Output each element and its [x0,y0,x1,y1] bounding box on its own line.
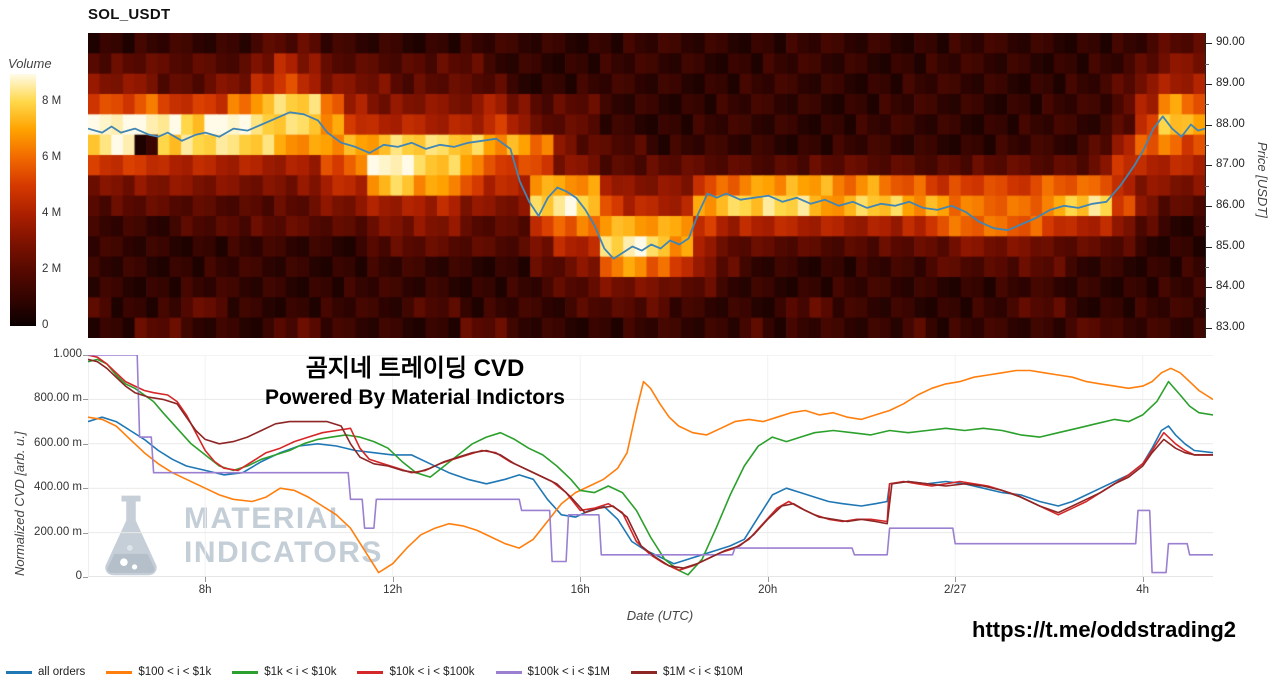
colorbar-tick-label: 6 M [42,151,62,163]
cvd-series-5 [88,358,1213,569]
cvd-line-chart[interactable] [88,355,1213,577]
watermark-text: MATERIAL INDICATORS [184,502,383,570]
price-tick-mark [1205,327,1212,329]
colorbar-label: Volume [8,56,52,71]
colorbar-tick-label: 8 M [42,95,62,107]
x-axis-title: Date (UTC) [626,608,694,623]
cvd-x-tick-mark [580,577,582,582]
cvd-x-tick-mark [1142,577,1144,582]
legend-swatch [631,670,657,674]
watermark-line2: INDICATORS [184,536,383,569]
chart-overlay-title: 곰지네 트레이딩 CVD Powered By Material Indicto… [175,353,655,411]
price-tick-mark [1205,124,1212,126]
legend-item-1[interactable]: $100 < i < $1k [106,666,211,678]
price-tick-label: 83.00 [1216,320,1245,333]
legend-item-2[interactable]: $1k < i < $10k [232,666,336,678]
cvd-y-axis-title: Normalized CVD [arb. u.] [12,431,27,577]
cvd-x-tick-label: 16h [570,584,590,596]
price-tick-label: 86.00 [1216,198,1245,211]
cvd-x-tick-label: 12h [383,584,403,596]
cvd-x-tick-mark [392,577,394,582]
cvd-series-4 [88,355,1213,574]
cvd-x-tick-mark [955,577,957,582]
cvd-y-tick-label: 1.000 [53,348,82,360]
price-tick-label: 89.00 [1216,76,1245,89]
price-tick-mark [1205,43,1212,45]
colorbar-tick-label: 2 M [42,263,62,275]
legend-item-5[interactable]: $1M < i < $10M [631,666,743,678]
legend-label: $1M < i < $10M [663,666,743,678]
material-indicators-watermark: MATERIAL INDICATORS [92,492,383,580]
volume-colorbar [10,74,36,326]
cvd-x-tick-mark [767,577,769,582]
series-legend: all orders $100 < i < $1k $1k < i < $10k $1… [6,666,743,678]
cvd-x-tick-label: 4h [1136,584,1150,596]
legend-label: $100 < i < $1k [138,666,212,678]
legend-swatch [495,670,522,674]
price-tick-mark [1205,287,1212,289]
legend-label: $10k < i < $100k [389,666,475,678]
cvd-x-tick-label: 20h [758,584,778,596]
price-tick-label: 88.00 [1216,117,1245,130]
symbol-title: SOL_USDT [88,6,171,23]
cvd-x-tick-label: 2/27 [943,584,967,596]
colorbar-tick-label: 0 [42,319,49,331]
overlay-title-korean: 곰지네 트레이딩 CVD [305,355,525,382]
price-tick-mark [1205,83,1212,85]
legend-swatch [106,670,133,674]
cvd-series-0 [88,416,1213,565]
price-axis-line [1205,33,1206,338]
price-axis-title: Price [USDT] [1255,142,1270,218]
cvd-x-tick-label: 8h [198,584,212,596]
price-tick-label: 84.00 [1216,280,1245,293]
price-tick-mark [1205,165,1212,167]
cvd-y-tick-mark [83,577,88,578]
telegram-link-text: https://t.me/oddstrading2 [972,617,1236,642]
price-tick-mark [1205,246,1212,248]
price-tick-mark [1205,205,1212,207]
legend-label: all orders [38,666,86,678]
price-tick-label: 85.00 [1216,239,1245,252]
legend-item-0[interactable]: all orders [6,666,85,678]
watermark-line1: MATERIAL [184,502,349,535]
cvd-series-1 [88,367,1213,574]
price-tick-label: 90.00 [1216,36,1245,49]
legend-swatch [357,670,384,674]
overlay-title-powered: Powered By Material Indictors [265,386,565,409]
legend-swatch [6,670,32,674]
legend-item-3[interactable]: $10k < i < $100k [357,666,475,678]
price-tick-label: 87.00 [1216,158,1245,171]
colorbar-tick-label: 4 M [42,207,62,219]
cvd-y-tick-label: 800.00 m [34,392,82,405]
legend-label: $100k < i < $1M [527,666,610,678]
legend-label: $1k < i < $10k [264,666,337,678]
legend-item-4[interactable]: $100k < i < $1M [495,666,610,678]
legend-swatch [232,670,259,674]
volume-heatmap-canvas[interactable] [88,33,1205,338]
flask-icon [105,495,157,576]
